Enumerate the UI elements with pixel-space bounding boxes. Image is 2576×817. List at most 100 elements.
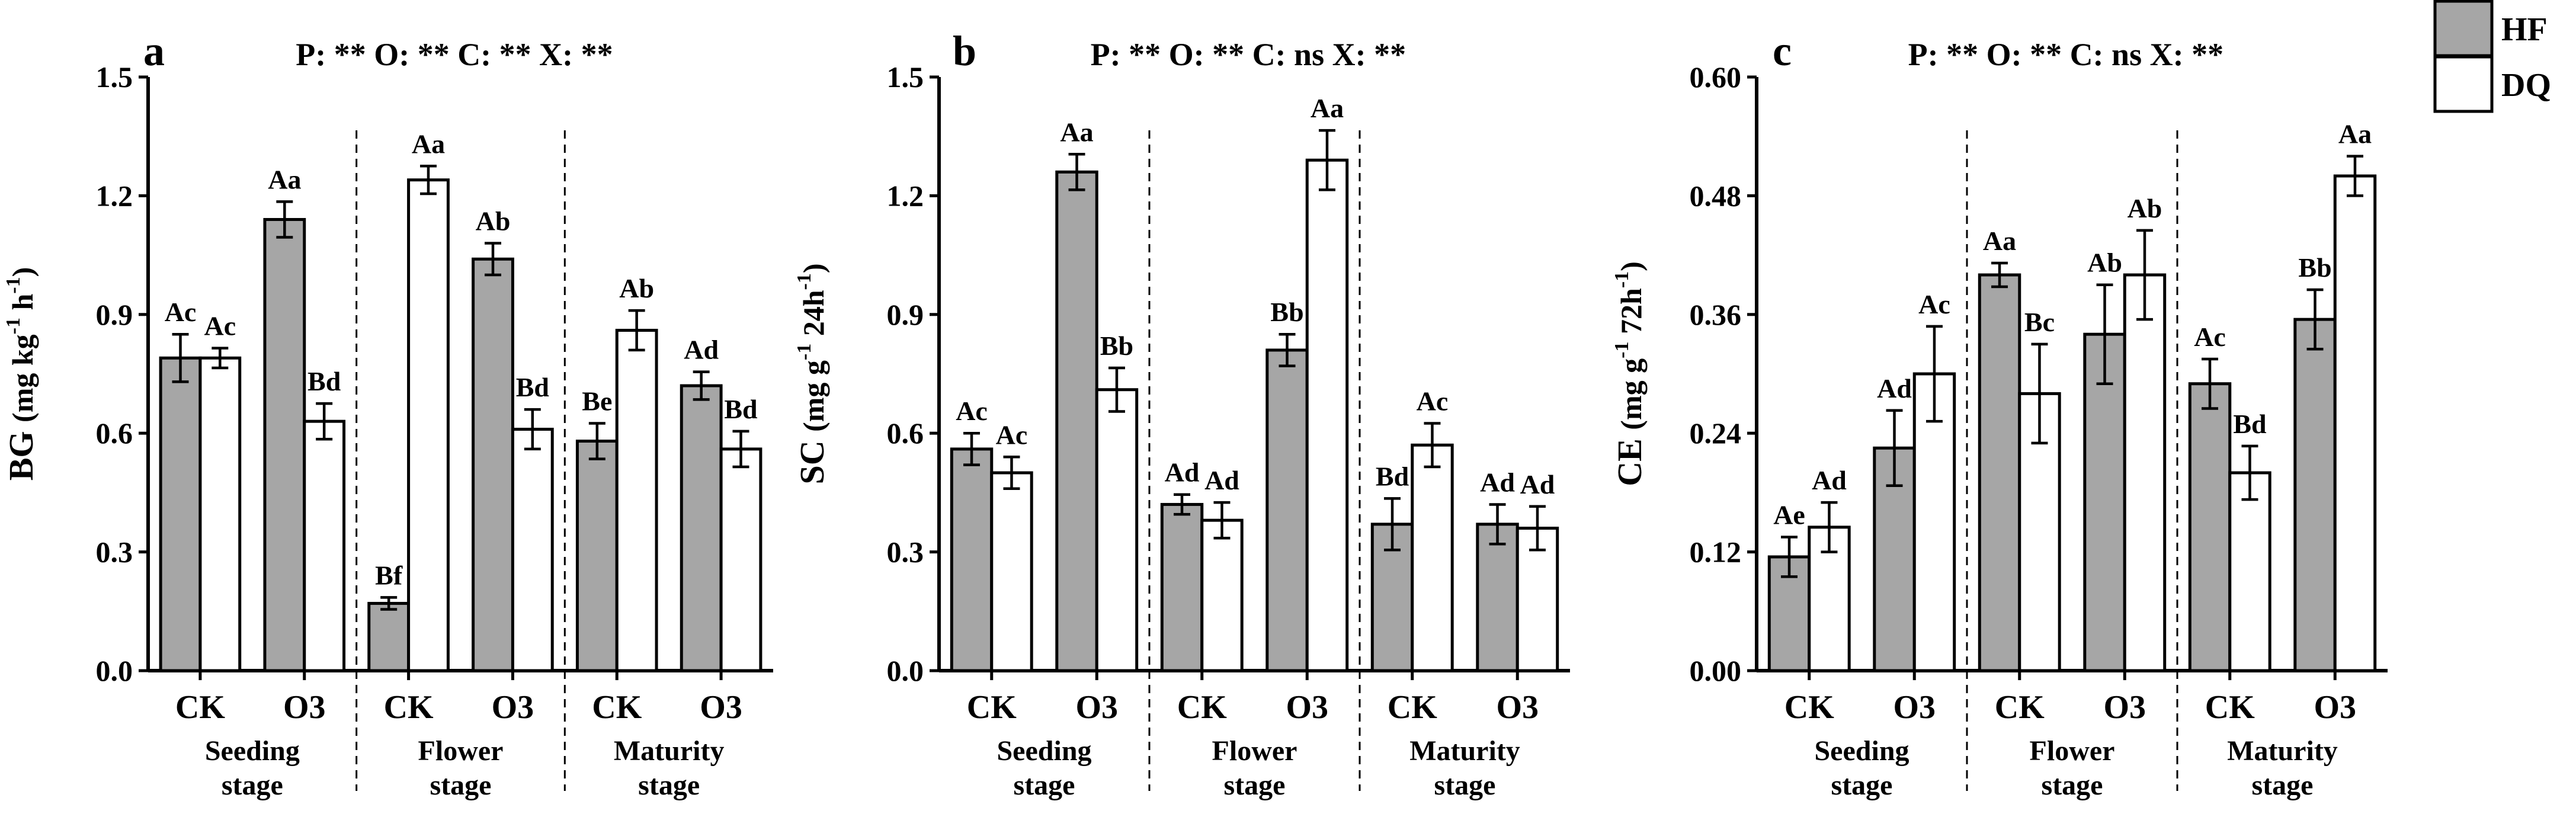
y-tick-label: 1.2 [887,179,924,212]
x-tick-label: O3 [700,689,742,726]
panel-label: a [143,27,165,75]
y-axis-title-sup: -1 [2,318,24,334]
x-tick-label: CK [1177,689,1227,726]
bar-hf [1265,348,1309,672]
y-tick-label: 1.5 [887,60,924,94]
x-tick-label: CK [1784,689,1834,726]
stage-label-line: stage [1224,770,1286,801]
bar-dq [198,356,242,672]
significance-label: Ad [1204,465,1239,495]
stage-label-line: stage [222,770,283,801]
y-tick-label: 0.9 [96,298,133,331]
significance-label: Ad [1877,373,1912,403]
bar-hf [1978,273,2021,672]
bar-dq [511,428,554,672]
bar-dq [303,419,346,672]
legend-swatch-hf [2433,0,2494,57]
significance-label: Bb [2298,252,2331,283]
stage-label: Seeding stage [205,735,300,801]
x-tick-label: CK [592,689,642,726]
bar-dq [2228,471,2271,672]
significance-label: Ac [1417,386,1449,416]
y-tick-label: 0.60 [1690,60,1742,94]
x-tick-label: CK [2205,689,2255,726]
stage-label-line: Flower [2030,735,2115,767]
significance-label: Ab [619,273,654,303]
x-tick-label: O3 [1496,689,1539,726]
significance-label: Ad [1520,469,1555,499]
stage-label-line: stage [2042,770,2103,801]
significance-label: Ab [476,206,511,236]
bar-hf [1476,523,1519,672]
panel-label: b [953,27,976,75]
y-tick-label: 0.00 [1690,654,1742,687]
y-tick-label: 0.48 [1690,179,1742,212]
significance-label: Ac [956,396,988,426]
stage-label: Flower stage [1212,735,1297,801]
y-axis-title-units: (mg g [797,360,830,432]
x-tick-label: O3 [2314,689,2356,726]
significance-label: Bd [516,372,550,402]
significance-label: Ab [2128,193,2162,223]
significance-label: Bd [724,394,758,424]
stage-label-line: stage [1014,770,1075,801]
bar-dq [990,471,1033,672]
bar-dq [407,178,450,672]
bar-dq [719,447,762,672]
y-axis-title-sup: -1 [793,344,815,360]
bar-hf [367,601,411,672]
stage-label-line: stage [2252,770,2314,801]
stage-label-line: stage [430,770,492,801]
stage-label-line: stage [638,770,700,801]
y-axis-title-tail: h [6,294,39,318]
stage-label-line: Seeding [1814,735,1909,767]
stage-label: Seeding stage [1814,735,1909,801]
y-tick-label: 0.3 [887,536,924,569]
y-axis-title: SC (mg g-1 24h-1) [793,263,831,484]
y-tick-label: 0.3 [96,536,133,569]
y-axis-title-main: SC [793,432,831,485]
bar-hf [2188,382,2232,672]
significance-label: Bc [2024,307,2055,337]
significance-label: Ad [1165,457,1200,488]
x-tick-label: O3 [2103,689,2146,726]
bar-hf [159,356,202,672]
significance-label: Ac [165,297,197,327]
y-axis-title: BG (mg kg-1 h-1) [2,267,40,481]
y-tick-label: 0.6 [96,416,133,450]
stats-annotation: P: ** O: ** C: ns X: ** [1908,37,2223,72]
significance-label: Ac [1918,289,1950,319]
y-axis-title-main: CE [1610,430,1649,486]
bar-hf [1160,502,1204,672]
y-axis-title-main: BG [2,422,40,480]
legend-label-dq: DQ [2501,67,2551,104]
significance-label: Aa [1311,93,1344,123]
significance-label: Aa [2338,119,2372,149]
legend-label-hf: HF [2501,11,2548,48]
stats-annotation: P: ** O: ** C: ** X: ** [296,37,613,72]
stage-label-line: Seeding [205,735,300,767]
y-axis-title-sup: -1 [1611,342,1633,358]
significance-label: Ac [996,419,1028,450]
y-axis-title-sup: -1 [793,273,815,290]
x-tick-label: O3 [492,689,534,726]
stage-label: Seeding stage [997,735,1091,801]
y-axis-title-tail: 72h [1614,288,1648,342]
bar-dq [615,329,658,672]
x-tick-label: CK [175,689,225,726]
stage-label-line: Maturity [614,735,725,767]
stage-label-line: stage [1434,770,1496,801]
significance-label: Bb [1270,297,1303,327]
panel-c: 0.000.120.240.360.480.60CKAeAdO3AdAcCKAa… [1610,27,2388,801]
stage-label-line: Seeding [997,735,1091,767]
significance-label: Be [582,386,612,416]
significance-label: Ad [1480,467,1515,497]
significance-label: Aa [1060,117,1093,147]
panel-a: 0.0 0.3 0.6 0.9 1.2 1.5 CK Ac Ac O3 Aa Bd CK Bf Aa O3 Ab… [2,27,773,801]
bar-dq [2333,174,2377,672]
x-tick-label: CK [384,689,434,726]
significance-label: Ac [2194,322,2226,352]
bar-dq [1411,443,1454,672]
y-tick-label: 1.5 [96,60,133,94]
